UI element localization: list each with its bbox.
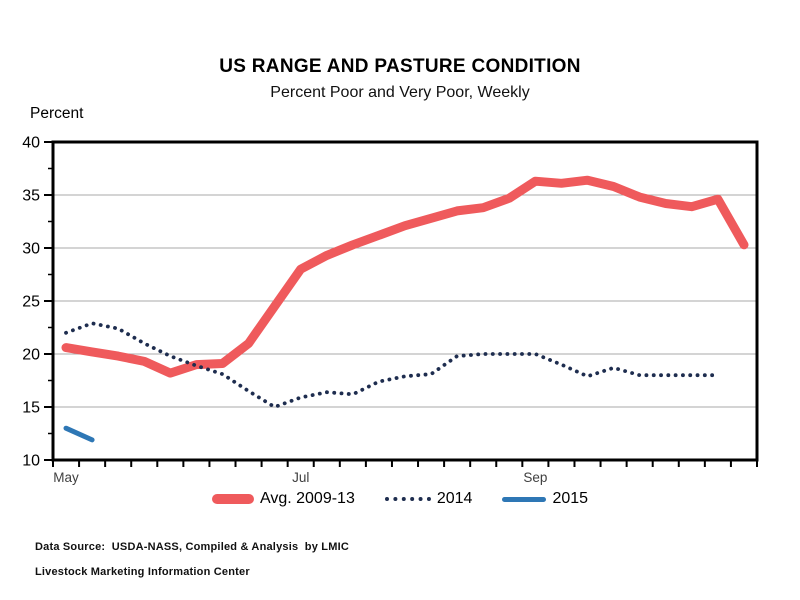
plot-frame: [51, 140, 759, 462]
series-line-avg-2009-13: [61, 175, 749, 378]
legend-label-2014: 2014: [436, 490, 473, 507]
x-month-label-May: May: [53, 470, 79, 485]
chart-subtitle: Percent Poor and Very Poor, Weekly: [270, 84, 530, 101]
y-tick-label-40: 40: [22, 135, 40, 152]
legend-item-2015: 2015: [502, 490, 588, 508]
organization-line: Livestock Marketing Information Center: [35, 566, 250, 578]
y-tick-label-15: 15: [22, 400, 40, 417]
legend-label-2015: 2015: [552, 490, 589, 507]
data-source-line: Data Source: USDA-NASS, Compiled & Analy…: [35, 541, 349, 553]
legend-label-avg-2009-13: Avg. 2009-13: [259, 490, 355, 507]
line-2015-swatch: [502, 496, 547, 502]
legend-item-2014: 2014: [384, 490, 473, 508]
chart-title: US RANGE AND PASTURE CONDITION: [219, 56, 581, 77]
x-month-label-Sep: Sep: [523, 470, 547, 485]
y-tick-label-20: 20: [22, 347, 40, 364]
series-line-2015: [63, 425, 95, 443]
y-axis-unit-label: Percent: [30, 105, 84, 122]
chart-legend: Avg. 2009-13 2014 2015: [0, 490, 800, 508]
series-line-2014: [64, 321, 720, 409]
legend-item-avg-2009-13: Avg. 2009-13: [211, 490, 355, 508]
line-2014-swatch: [384, 497, 431, 501]
y-tick-label-25: 25: [22, 294, 40, 311]
y-tick-label-30: 30: [22, 241, 40, 258]
x-month-label-Jul: Jul: [292, 470, 309, 485]
y-tick-label-10: 10: [22, 453, 40, 470]
y-tick-label-35: 35: [22, 188, 40, 205]
avg-2009-13-line-swatch: [211, 494, 254, 504]
